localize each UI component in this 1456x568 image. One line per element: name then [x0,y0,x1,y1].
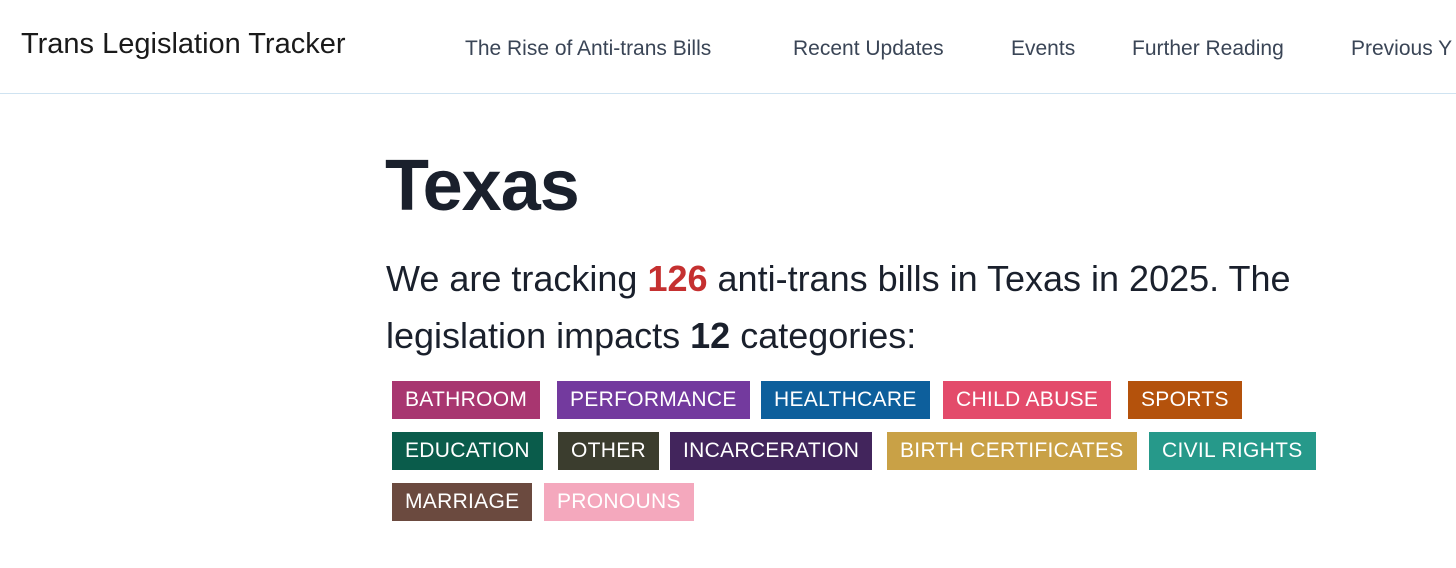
nav-link-rise-of-anti-trans-bills[interactable]: The Rise of Anti-trans Bills [465,37,712,60]
category-tag-education[interactable]: EDUCATION [392,432,543,470]
bill-summary: We are tracking 126 anti-trans bills in … [386,250,1346,364]
nav-link-recent-updates[interactable]: Recent Updates [793,37,944,60]
nav-link-further-reading[interactable]: Further Reading [1132,37,1284,60]
category-tag-civil-rights[interactable]: CIVIL RIGHTS [1149,432,1316,470]
summary-suffix: categories: [730,315,917,356]
category-count: 12 [690,315,731,356]
site-brand-link[interactable]: Trans Legislation Tracker [21,28,346,60]
category-tag-performance[interactable]: PERFORMANCE [557,381,750,419]
page-title: Texas [385,146,580,226]
category-tag-birth-certificates[interactable]: BIRTH CERTIFICATES [887,432,1137,470]
category-tag-bathroom[interactable]: BATHROOM [392,381,541,419]
category-tag-other[interactable]: OTHER [558,432,659,470]
top-navbar: Trans Legislation Tracker The Rise of An… [0,0,1456,94]
category-tag-healthcare[interactable]: HEALTHCARE [761,381,930,419]
category-tag-pronouns[interactable]: PRONOUNS [544,483,694,521]
category-tag-incarceration[interactable]: INCARCERATION [670,432,873,470]
bill-count: 126 [647,258,708,299]
summary-middle: anti-trans bills in Texas in 2025. The l… [386,258,1291,356]
summary-prefix: We are tracking [386,258,648,299]
nav-link-previous-years[interactable]: Previous Y [1351,37,1453,60]
category-tag-marriage[interactable]: MARRIAGE [392,483,533,521]
category-tag-child-abuse[interactable]: CHILD ABUSE [943,381,1112,419]
category-tag-sports[interactable]: SPORTS [1128,381,1242,419]
nav-link-events[interactable]: Events [1011,37,1076,60]
